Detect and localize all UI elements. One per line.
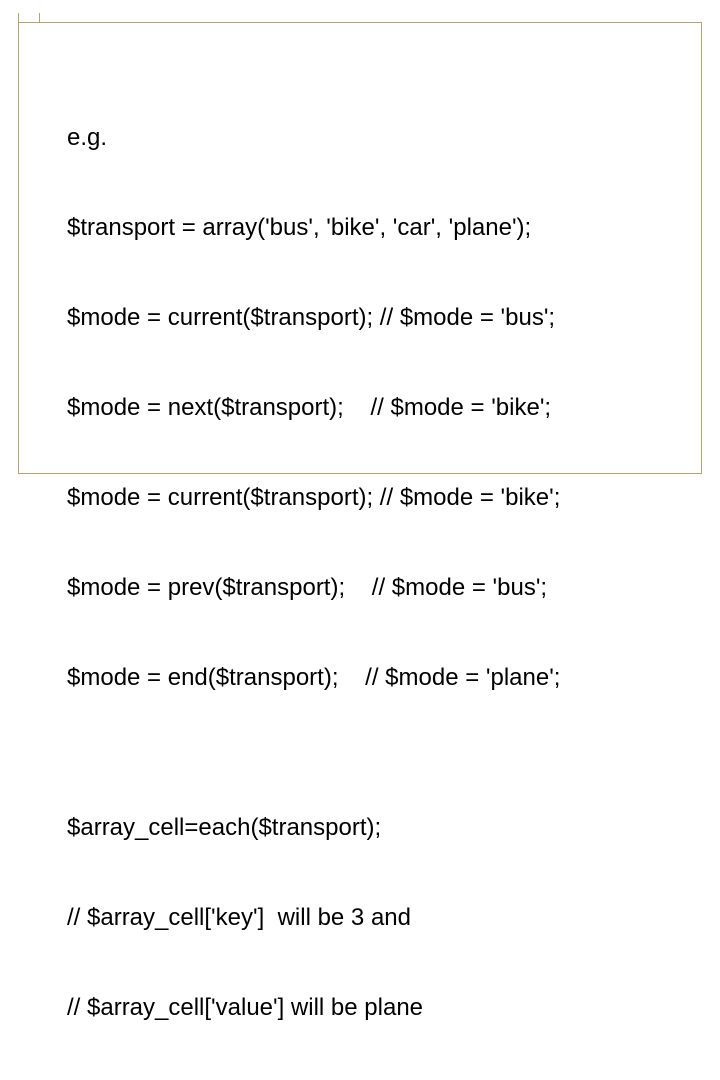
code-block: e.g. $transport = array('bus', 'bike', '…: [67, 63, 560, 1080]
code-line: $mode = prev($transport); // $mode = 'bu…: [67, 573, 560, 603]
code-line: $mode = end($transport); // $mode = 'pla…: [67, 663, 560, 693]
code-line: $mode = current($transport); // $mode = …: [67, 303, 560, 333]
code-line: $mode = next($transport); // $mode = 'bi…: [67, 393, 560, 423]
code-line: $transport = array('bus', 'bike', 'car',…: [67, 213, 560, 243]
code-line: $mode = current($transport); // $mode = …: [67, 483, 560, 513]
code-line: // $array_cell['key'] will be 3 and: [67, 903, 560, 933]
code-line: $array_cell=each($transport);: [67, 813, 560, 843]
slide-frame: e.g. $transport = array('bus', 'bike', '…: [18, 22, 702, 474]
code-line: // $array_cell['value'] will be plane: [67, 993, 560, 1023]
code-line: e.g.: [67, 123, 560, 153]
